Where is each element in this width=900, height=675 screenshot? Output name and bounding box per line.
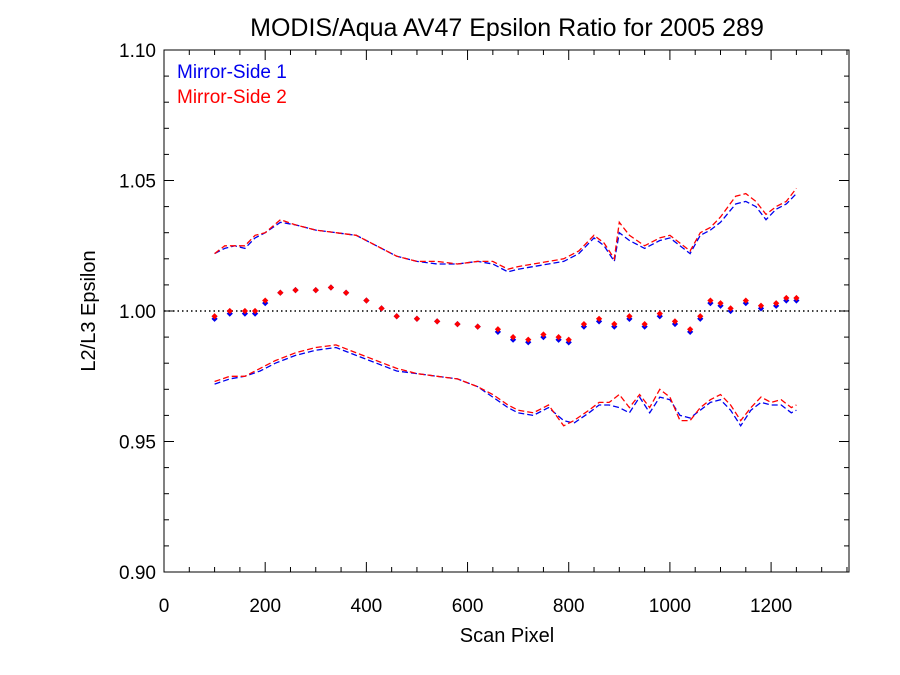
series-2-point	[363, 297, 370, 304]
series-2-point	[494, 326, 502, 333]
y-tick-label: 0.95	[119, 433, 156, 454]
series-2-point	[413, 315, 421, 322]
series-2-point	[454, 320, 461, 328]
ticks-layer	[163, 49, 849, 573]
series-2-point	[540, 331, 547, 338]
series-2-point	[434, 318, 441, 325]
y-tick-label: 1.10	[119, 41, 156, 62]
y-tick-labels: 0.90 0.95 1.00 1.05 1.10	[119, 41, 156, 584]
x-tick-labels: 0 200 400 600 800 1000 1200	[159, 596, 793, 617]
series-layer	[211, 187, 800, 427]
series-1-lower-bound	[214, 346, 797, 427]
x-axis-title: Scan Pixel	[460, 625, 555, 647]
plot-area	[163, 49, 850, 573]
series-2-point	[262, 297, 269, 304]
y-tick-label: 1.05	[119, 172, 156, 193]
x-tick-label: 1200	[750, 596, 792, 617]
series-2-point	[687, 326, 694, 333]
series-2-point	[757, 302, 765, 309]
series-2-upper-bound	[214, 187, 797, 270]
y-tick-label: 1.00	[119, 302, 156, 323]
y-tick-label: 0.90	[119, 563, 156, 584]
series-2-point	[525, 336, 532, 343]
series-1-upper-bound	[214, 193, 797, 273]
legend: Mirror-Side 1 Mirror-Side 2	[177, 62, 287, 108]
series-2-point	[671, 318, 679, 325]
x-tick-label: 0	[159, 596, 170, 617]
series-2-point	[773, 300, 780, 307]
legend-mirror-side-2: Mirror-Side 2	[177, 87, 287, 108]
series-2-point	[641, 320, 648, 328]
series-2-point	[783, 294, 790, 302]
series-2-lower-bound	[214, 344, 797, 427]
chart-title: MODIS/Aqua AV47 Epsilon Ratio for 2005 2…	[250, 14, 764, 42]
series-2-point	[378, 305, 385, 312]
x-tick-label: 800	[553, 596, 585, 617]
series-2-point	[342, 289, 350, 296]
series-2-point	[393, 313, 400, 320]
series-2-point	[707, 297, 714, 304]
series-2-point	[327, 284, 335, 291]
series-2-point	[474, 323, 481, 330]
x-tick-label: 200	[249, 596, 281, 617]
series-2-point	[793, 294, 800, 302]
x-tick-label: 1000	[649, 596, 691, 617]
series-2-point	[251, 307, 259, 315]
series-2-point	[312, 286, 319, 294]
x-tick-label: 600	[452, 596, 484, 617]
legend-mirror-side-1: Mirror-Side 1	[177, 62, 287, 83]
series-2-point	[277, 289, 284, 296]
x-tick-label: 400	[351, 596, 383, 617]
y-axis-title: L2/L3 Epsilon	[78, 250, 100, 371]
series-2-point	[626, 313, 633, 320]
series-2-point	[697, 313, 704, 320]
series-2-point	[292, 287, 299, 294]
